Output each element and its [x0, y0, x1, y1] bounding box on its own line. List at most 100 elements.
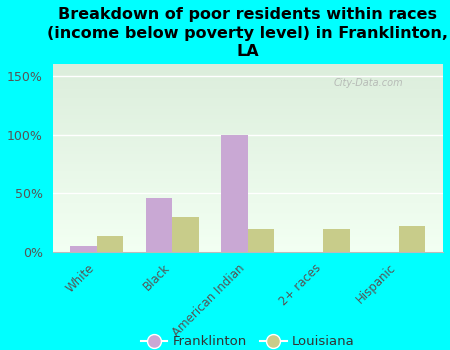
Bar — [53, 216, 443, 218]
Bar — [53, 230, 443, 231]
Bar — [97, 236, 123, 252]
Bar — [53, 110, 443, 111]
Bar — [53, 228, 443, 230]
Legend: Franklinton, Louisiana: Franklinton, Louisiana — [136, 330, 360, 350]
Bar — [53, 89, 443, 91]
Bar — [53, 102, 443, 104]
Bar — [53, 173, 443, 175]
Bar — [53, 104, 443, 106]
Bar — [53, 68, 443, 70]
Bar — [53, 125, 443, 126]
Bar — [53, 136, 443, 138]
Bar — [53, 166, 443, 168]
Bar — [53, 188, 443, 190]
Bar — [53, 72, 443, 74]
Bar — [53, 147, 443, 149]
Bar — [53, 122, 443, 125]
Bar — [53, 134, 443, 136]
Bar — [53, 241, 443, 243]
Bar — [53, 248, 443, 250]
Bar — [53, 74, 443, 76]
Bar — [53, 87, 443, 89]
Bar — [53, 233, 443, 235]
Bar — [53, 211, 443, 212]
Bar — [53, 184, 443, 186]
Bar — [53, 205, 443, 207]
Bar — [53, 113, 443, 115]
Bar — [53, 179, 443, 181]
Bar — [53, 128, 443, 130]
Bar — [53, 132, 443, 134]
Bar — [53, 96, 443, 98]
Bar — [53, 215, 443, 216]
Bar — [53, 250, 443, 252]
Text: City-Data.com: City-Data.com — [334, 78, 403, 88]
Bar — [53, 98, 443, 100]
Bar — [53, 154, 443, 156]
Title: Breakdown of poor residents within races
(income below poverty level) in Frankli: Breakdown of poor residents within races… — [47, 7, 448, 59]
Bar — [53, 91, 443, 93]
Bar — [53, 199, 443, 201]
Bar — [53, 106, 443, 107]
Bar — [53, 190, 443, 192]
Bar — [53, 138, 443, 140]
Bar — [53, 207, 443, 209]
Bar — [53, 168, 443, 169]
Bar — [53, 196, 443, 198]
Bar — [248, 229, 274, 252]
Bar — [53, 100, 443, 102]
Bar — [53, 94, 443, 96]
Bar — [53, 126, 443, 128]
Bar — [53, 201, 443, 203]
Bar — [70, 246, 97, 252]
Bar — [53, 239, 443, 241]
Bar — [53, 172, 443, 173]
Bar — [172, 217, 199, 252]
Bar — [53, 177, 443, 179]
Bar — [53, 194, 443, 196]
Bar — [53, 160, 443, 162]
Bar — [53, 162, 443, 164]
Bar — [53, 111, 443, 113]
Bar — [53, 245, 443, 246]
Bar — [53, 117, 443, 119]
Bar — [53, 235, 443, 237]
Bar — [53, 143, 443, 145]
Bar — [53, 83, 443, 85]
Bar — [53, 78, 443, 79]
Bar — [53, 212, 443, 215]
Bar — [53, 181, 443, 183]
Bar — [53, 130, 443, 132]
Bar — [53, 243, 443, 245]
Bar — [53, 203, 443, 205]
Bar — [53, 231, 443, 233]
Bar — [53, 145, 443, 147]
Bar — [53, 186, 443, 188]
Bar — [53, 183, 443, 184]
Bar — [53, 158, 443, 160]
Bar — [53, 153, 443, 154]
Bar — [53, 224, 443, 226]
Bar — [53, 79, 443, 81]
Bar — [53, 66, 443, 68]
Bar — [53, 121, 443, 122]
Bar — [53, 192, 443, 194]
Bar — [399, 226, 425, 252]
Bar — [53, 156, 443, 158]
Bar — [53, 220, 443, 222]
Bar — [53, 149, 443, 151]
Bar — [53, 246, 443, 248]
Bar — [53, 222, 443, 224]
Bar — [53, 76, 443, 78]
Bar — [53, 85, 443, 87]
Bar — [53, 141, 443, 143]
Bar — [53, 107, 443, 110]
Bar — [53, 81, 443, 83]
Bar — [53, 140, 443, 141]
Bar — [53, 64, 443, 67]
Bar — [53, 209, 443, 211]
Bar — [53, 226, 443, 228]
Bar — [53, 218, 443, 220]
Bar — [221, 135, 248, 252]
Bar — [53, 151, 443, 153]
